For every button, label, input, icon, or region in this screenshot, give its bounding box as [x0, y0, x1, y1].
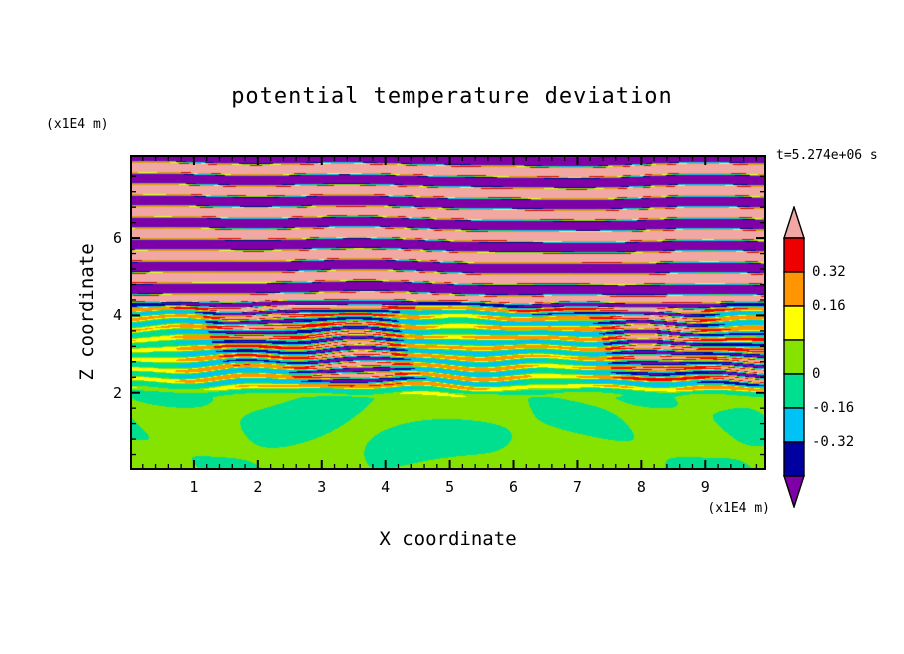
- colorbar-tick-label: 0.32: [812, 264, 846, 280]
- colorbar-tick-label: 0.16: [812, 298, 846, 314]
- x-tick-label: 4: [381, 478, 391, 496]
- colorbar-top-arrow: [783, 206, 805, 239]
- y-tick-label: 6: [112, 229, 122, 248]
- x-axis-title: X coordinate: [379, 528, 517, 550]
- y-axis-unit-label: (x1E4 m): [46, 117, 109, 132]
- x-tick-label: 9: [700, 478, 710, 496]
- contour-field-canvas: [130, 155, 766, 470]
- colorbar-tick-label: -0.32: [812, 434, 855, 450]
- colorbar-cell: [783, 407, 805, 443]
- page-title: potential temperature deviation: [231, 84, 673, 109]
- y-tick-label: 2: [112, 383, 122, 402]
- timestamp-label: t=5.274e+06 s: [776, 148, 878, 163]
- x-tick-label: 5: [445, 478, 455, 496]
- colorbar-cell: [783, 373, 805, 409]
- plot-frame-and-ticks: [130, 155, 766, 470]
- colorbar-tick-label: -0.16: [812, 400, 855, 416]
- x-tick-label: 7: [572, 478, 582, 496]
- x-tick-label: 1: [189, 478, 199, 496]
- y-tick-label: 4: [112, 306, 122, 325]
- colorbar-cell: [783, 271, 805, 307]
- colorbar-cell: [783, 237, 805, 273]
- plot-border: [130, 155, 766, 470]
- colorbar-tick-label: 0: [812, 366, 821, 382]
- x-tick-label: 8: [636, 478, 646, 496]
- colorbar: [783, 206, 805, 508]
- colorbar-cell: [783, 441, 805, 477]
- x-tick-label: 6: [509, 478, 519, 496]
- colorbar-cell: [783, 339, 805, 375]
- colorbar-cell: [783, 305, 805, 341]
- colorbar-bottom-arrow: [783, 475, 805, 508]
- x-axis-unit-label: (x1E4 m): [707, 501, 770, 516]
- x-tick-label: 3: [317, 478, 327, 496]
- x-tick-label: 2: [253, 478, 263, 496]
